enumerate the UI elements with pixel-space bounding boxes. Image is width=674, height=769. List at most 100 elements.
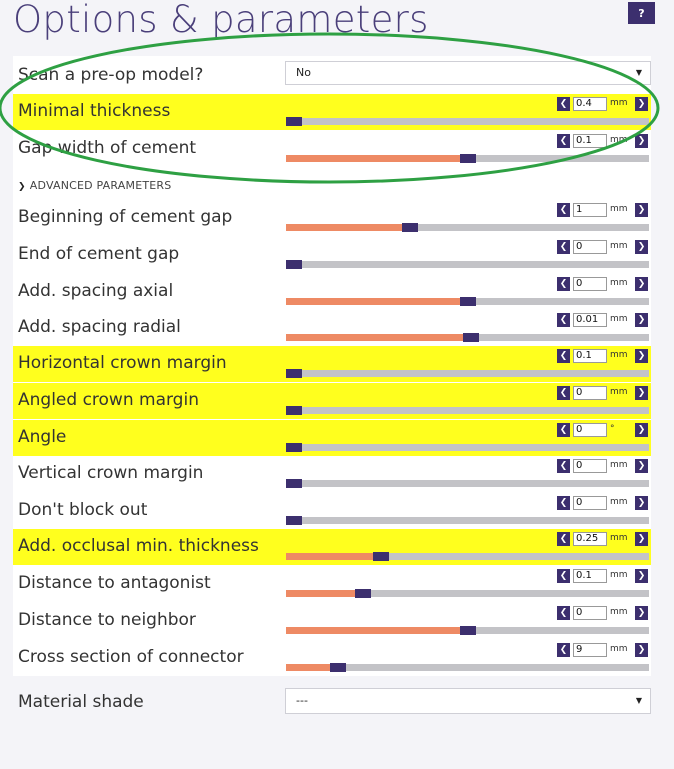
help-button[interactable]: ? <box>628 2 655 24</box>
parameter-row: Minimal thickness ❮ 0.4 mm ❯ <box>13 94 651 130</box>
page-title: Options & parameters <box>13 0 429 41</box>
parameter-spinner: ❮ 0 mm ❯ <box>557 606 649 620</box>
chevron-left-icon[interactable]: ❮ <box>557 532 570 546</box>
parameter-row: Add. occlusal min. thickness ❮ 0.25 mm ❯ <box>13 529 651 565</box>
parameter-value-input[interactable]: 0.01 <box>573 313 607 327</box>
chevron-right-icon[interactable]: ❯ <box>635 313 648 327</box>
parameter-slider[interactable] <box>286 223 649 232</box>
parameter-slider[interactable] <box>286 333 649 342</box>
chevron-right-icon[interactable]: ❯ <box>635 97 648 111</box>
parameter-slider[interactable] <box>286 663 649 672</box>
advanced-parameters-toggle[interactable]: ❯ ADVANCED PARAMETERS <box>18 179 171 192</box>
parameter-label: Angle <box>18 427 67 447</box>
parameter-slider[interactable] <box>286 369 649 378</box>
parameter-value-input[interactable]: 0 <box>573 459 607 473</box>
chevron-left-icon[interactable]: ❮ <box>557 569 570 583</box>
chevron-right-icon[interactable]: ❯ <box>635 606 648 620</box>
parameter-slider[interactable] <box>286 552 649 561</box>
chevron-right-icon[interactable]: ❯ <box>635 386 648 400</box>
chevron-left-icon[interactable]: ❮ <box>557 277 570 291</box>
chevron-right-icon[interactable]: ❯ <box>635 349 648 363</box>
chevron-left-icon[interactable]: ❮ <box>557 386 570 400</box>
chevron-left-icon[interactable]: ❮ <box>557 423 570 437</box>
slider-handle[interactable] <box>460 297 476 306</box>
parameter-label: Vertical crown margin <box>18 463 204 483</box>
parameter-row: Distance to antagonist ❮ 0.1 mm ❯ <box>13 566 651 602</box>
chevron-left-icon[interactable]: ❮ <box>557 134 570 148</box>
parameter-slider[interactable] <box>286 443 649 452</box>
parameter-slider[interactable] <box>286 406 649 415</box>
chevron-left-icon[interactable]: ❮ <box>557 496 570 510</box>
chevron-left-icon[interactable]: ❮ <box>557 240 570 254</box>
scan-model-select[interactable]: No ▼ <box>285 61 651 85</box>
parameter-value-input[interactable]: 0 <box>573 496 607 510</box>
parameter-value-input[interactable]: 9 <box>573 643 607 657</box>
parameter-slider[interactable] <box>286 117 649 126</box>
slider-handle[interactable] <box>460 626 476 635</box>
parameter-value-input[interactable]: 0.4 <box>573 97 607 111</box>
chevron-left-icon[interactable]: ❮ <box>557 97 570 111</box>
parameter-slider[interactable] <box>286 260 649 269</box>
slider-handle[interactable] <box>460 154 476 163</box>
slider-handle[interactable] <box>286 260 302 269</box>
parameter-value-input[interactable]: 0 <box>573 240 607 254</box>
parameter-slider[interactable] <box>286 479 649 488</box>
parameter-label: Add. spacing radial <box>18 317 181 337</box>
chevron-left-icon[interactable]: ❮ <box>557 349 570 363</box>
chevron-right-icon[interactable]: ❯ <box>635 134 648 148</box>
chevron-right-icon[interactable]: ❯ <box>635 643 648 657</box>
parameter-value-input[interactable]: 0 <box>573 606 607 620</box>
slider-handle[interactable] <box>286 516 302 525</box>
slider-handle[interactable] <box>355 589 371 598</box>
caret-down-icon: ▼ <box>635 68 642 77</box>
slider-handle[interactable] <box>463 333 479 342</box>
parameter-value-input[interactable]: 0 <box>573 277 607 291</box>
parameter-unit: mm <box>610 533 628 543</box>
parameter-slider[interactable] <box>286 516 649 525</box>
slider-handle[interactable] <box>286 443 302 452</box>
slider-handle[interactable] <box>286 479 302 488</box>
parameter-value-input[interactable]: 0.1 <box>573 349 607 363</box>
slider-handle[interactable] <box>286 117 302 126</box>
parameter-value-input[interactable]: 0.1 <box>573 569 607 583</box>
parameter-slider[interactable] <box>286 589 649 598</box>
parameter-value-input[interactable]: 0 <box>573 423 607 437</box>
chevron-right-icon[interactable]: ❯ <box>635 459 648 473</box>
chevron-left-icon[interactable]: ❮ <box>557 459 570 473</box>
parameter-label: Distance to antagonist <box>18 573 211 593</box>
parameter-slider[interactable] <box>286 626 649 635</box>
parameter-unit: mm <box>610 387 628 397</box>
chevron-left-icon[interactable]: ❮ <box>557 606 570 620</box>
chevron-right-icon[interactable]: ❯ <box>635 277 648 291</box>
parameter-unit: mm <box>610 314 628 324</box>
chevron-right-icon[interactable]: ❯ <box>635 240 648 254</box>
parameter-unit: mm <box>610 644 628 654</box>
parameter-spinner: ❮ 0 mm ❯ <box>557 459 649 473</box>
slider-handle[interactable] <box>286 369 302 378</box>
parameter-slider[interactable] <box>286 154 649 163</box>
parameter-row: Add. spacing axial ❮ 0 mm ❯ <box>13 274 651 310</box>
chevron-left-icon[interactable]: ❮ <box>557 313 570 327</box>
parameter-value-input[interactable]: 1 <box>573 203 607 217</box>
slider-handle[interactable] <box>286 406 302 415</box>
chevron-right-icon[interactable]: ❯ <box>635 569 648 583</box>
parameter-spinner: ❮ 0.1 mm ❯ <box>557 349 649 363</box>
slider-fill <box>286 155 460 162</box>
parameter-value-input[interactable]: 0 <box>573 386 607 400</box>
material-shade-select[interactable]: --- ▼ <box>285 688 651 714</box>
chevron-right-icon[interactable]: ❯ <box>635 423 648 437</box>
parameter-unit: mm <box>610 570 628 580</box>
parameter-spinner: ❮ 0 ° ❯ <box>557 423 649 437</box>
parameter-spinner: ❮ 0.1 mm ❯ <box>557 569 649 583</box>
chevron-right-icon[interactable]: ❯ <box>635 496 648 510</box>
chevron-left-icon[interactable]: ❮ <box>557 203 570 217</box>
parameter-slider[interactable] <box>286 297 649 306</box>
chevron-left-icon[interactable]: ❮ <box>557 643 570 657</box>
chevron-right-icon[interactable]: ❯ <box>635 203 648 217</box>
chevron-right-icon[interactable]: ❯ <box>635 532 648 546</box>
parameter-value-input[interactable]: 0.1 <box>573 134 607 148</box>
slider-handle[interactable] <box>402 223 418 232</box>
parameter-value-input[interactable]: 0.25 <box>573 532 607 546</box>
slider-handle[interactable] <box>330 663 346 672</box>
slider-handle[interactable] <box>373 552 389 561</box>
